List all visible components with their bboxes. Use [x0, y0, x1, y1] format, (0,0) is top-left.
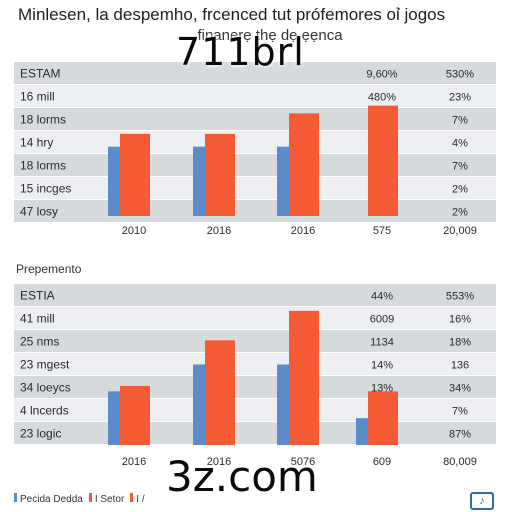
row-label: 23 logic: [20, 427, 61, 441]
category-tick-label: 20,009: [443, 225, 477, 237]
row-col2-value: 7%: [452, 115, 468, 127]
bar-blue: [277, 146, 289, 216]
row-label: 41 mill: [20, 312, 55, 326]
category-tick-label: 2016: [207, 456, 231, 468]
category-tick-label: 5076: [291, 456, 315, 468]
header-label: ESTAM: [20, 67, 60, 81]
row-col2-value: 87%: [449, 429, 471, 441]
bar-orange: [120, 385, 150, 445]
category-tick-label: 2010: [122, 225, 146, 237]
row-col2-value: 136: [451, 360, 469, 372]
header-label: ESTIA: [20, 289, 55, 303]
legend-item: Pecida Dedda: [14, 493, 83, 505]
watermark-top: 711brl: [176, 30, 305, 74]
row-col1-value: 6009: [370, 314, 394, 326]
bar-orange: [205, 133, 235, 216]
legend-label: Pecida Dedda: [20, 494, 83, 505]
bar-blue: [277, 364, 289, 445]
section-2-label: Prepemento: [16, 262, 82, 276]
row-label: 14 hry: [20, 136, 53, 150]
row-col2-value: 7%: [452, 406, 468, 418]
category-tick-label: 2016: [122, 456, 146, 468]
row-label: 4 lncerds: [20, 404, 69, 418]
legend-label: I Setor: [94, 494, 125, 505]
category-tick-label: 80,009: [443, 456, 477, 468]
table-band: [14, 177, 496, 199]
row-label: 47 losy: [20, 205, 58, 219]
row-label: 25 nms: [20, 335, 59, 349]
row-col2-value: 16%: [449, 314, 471, 326]
table-band: [14, 399, 496, 421]
header-col1: 44%: [371, 291, 393, 303]
bar-orange: [289, 113, 319, 216]
chart-legend: Pecida Dedda I Setor I /: [14, 492, 145, 506]
row-label: 34 loeycs: [20, 381, 71, 395]
table-band: [14, 108, 496, 130]
bar-blue: [193, 146, 205, 216]
bar-orange: [289, 310, 319, 445]
row-label: 16 mill: [20, 90, 55, 104]
table-band: [14, 200, 496, 222]
row-col2-value: 34%: [449, 383, 471, 395]
header-col2: 530%: [446, 69, 474, 81]
row-label: 15 incges: [20, 182, 71, 196]
bar-blue: [108, 146, 120, 216]
chart-title: Minlesen, la despemho, frcenced tut próf…: [18, 5, 446, 24]
table-band: [14, 131, 496, 153]
table-band: [14, 85, 496, 107]
row-label: 23 mgest: [20, 358, 70, 372]
row-col1-value: 1134: [370, 337, 394, 349]
header-col1: 9,60%: [366, 69, 397, 81]
brand-logo-icon: ♪: [470, 492, 494, 510]
watermark-bottom: 3z.com: [166, 452, 318, 501]
table-band: [14, 284, 496, 306]
category-tick-label: 609: [373, 456, 391, 468]
header-col2: 553%: [446, 291, 474, 303]
row-label: 18 lorms: [20, 113, 66, 127]
row-col1-value: 480%: [368, 92, 396, 104]
category-tick-label: 2016: [207, 225, 231, 237]
bar-blue: [108, 391, 120, 445]
table-band: [14, 422, 496, 444]
table-band: [14, 376, 496, 398]
bar-blue: [193, 364, 205, 445]
table-band: [14, 307, 496, 329]
table-band: [14, 154, 496, 176]
legend-swatch: [14, 493, 17, 502]
legend-item: I Setor: [88, 493, 125, 505]
legend-swatch: [130, 493, 134, 502]
table-band: [14, 62, 496, 84]
legend-label: I /: [136, 494, 145, 505]
row-col2-value: 2%: [452, 207, 468, 219]
bar-orange: [120, 133, 150, 216]
category-tick-label: 2016: [291, 225, 315, 237]
bar-orange: [368, 391, 398, 445]
table-band: [14, 330, 496, 352]
bar-orange: [205, 340, 235, 445]
category-tick-label: 575: [373, 225, 391, 237]
bar-orange: [368, 105, 398, 216]
row-col2-value: 2%: [452, 184, 468, 196]
row-label: 18 lorms: [20, 159, 66, 173]
row-col2-value: 23%: [449, 92, 471, 104]
row-col2-value: 7%: [452, 161, 468, 173]
legend-swatch: [88, 493, 92, 502]
legend-item: I /: [130, 493, 145, 505]
row-col2-value: 18%: [449, 337, 471, 349]
row-col1-value: 14%: [371, 360, 393, 372]
table-band: [14, 353, 496, 375]
bar-blue: [356, 418, 368, 445]
chart-subtitle: finanẹrẹ thẹ dẹ ẹẹnca: [197, 27, 343, 44]
row-col2-value: 4%: [452, 138, 468, 150]
